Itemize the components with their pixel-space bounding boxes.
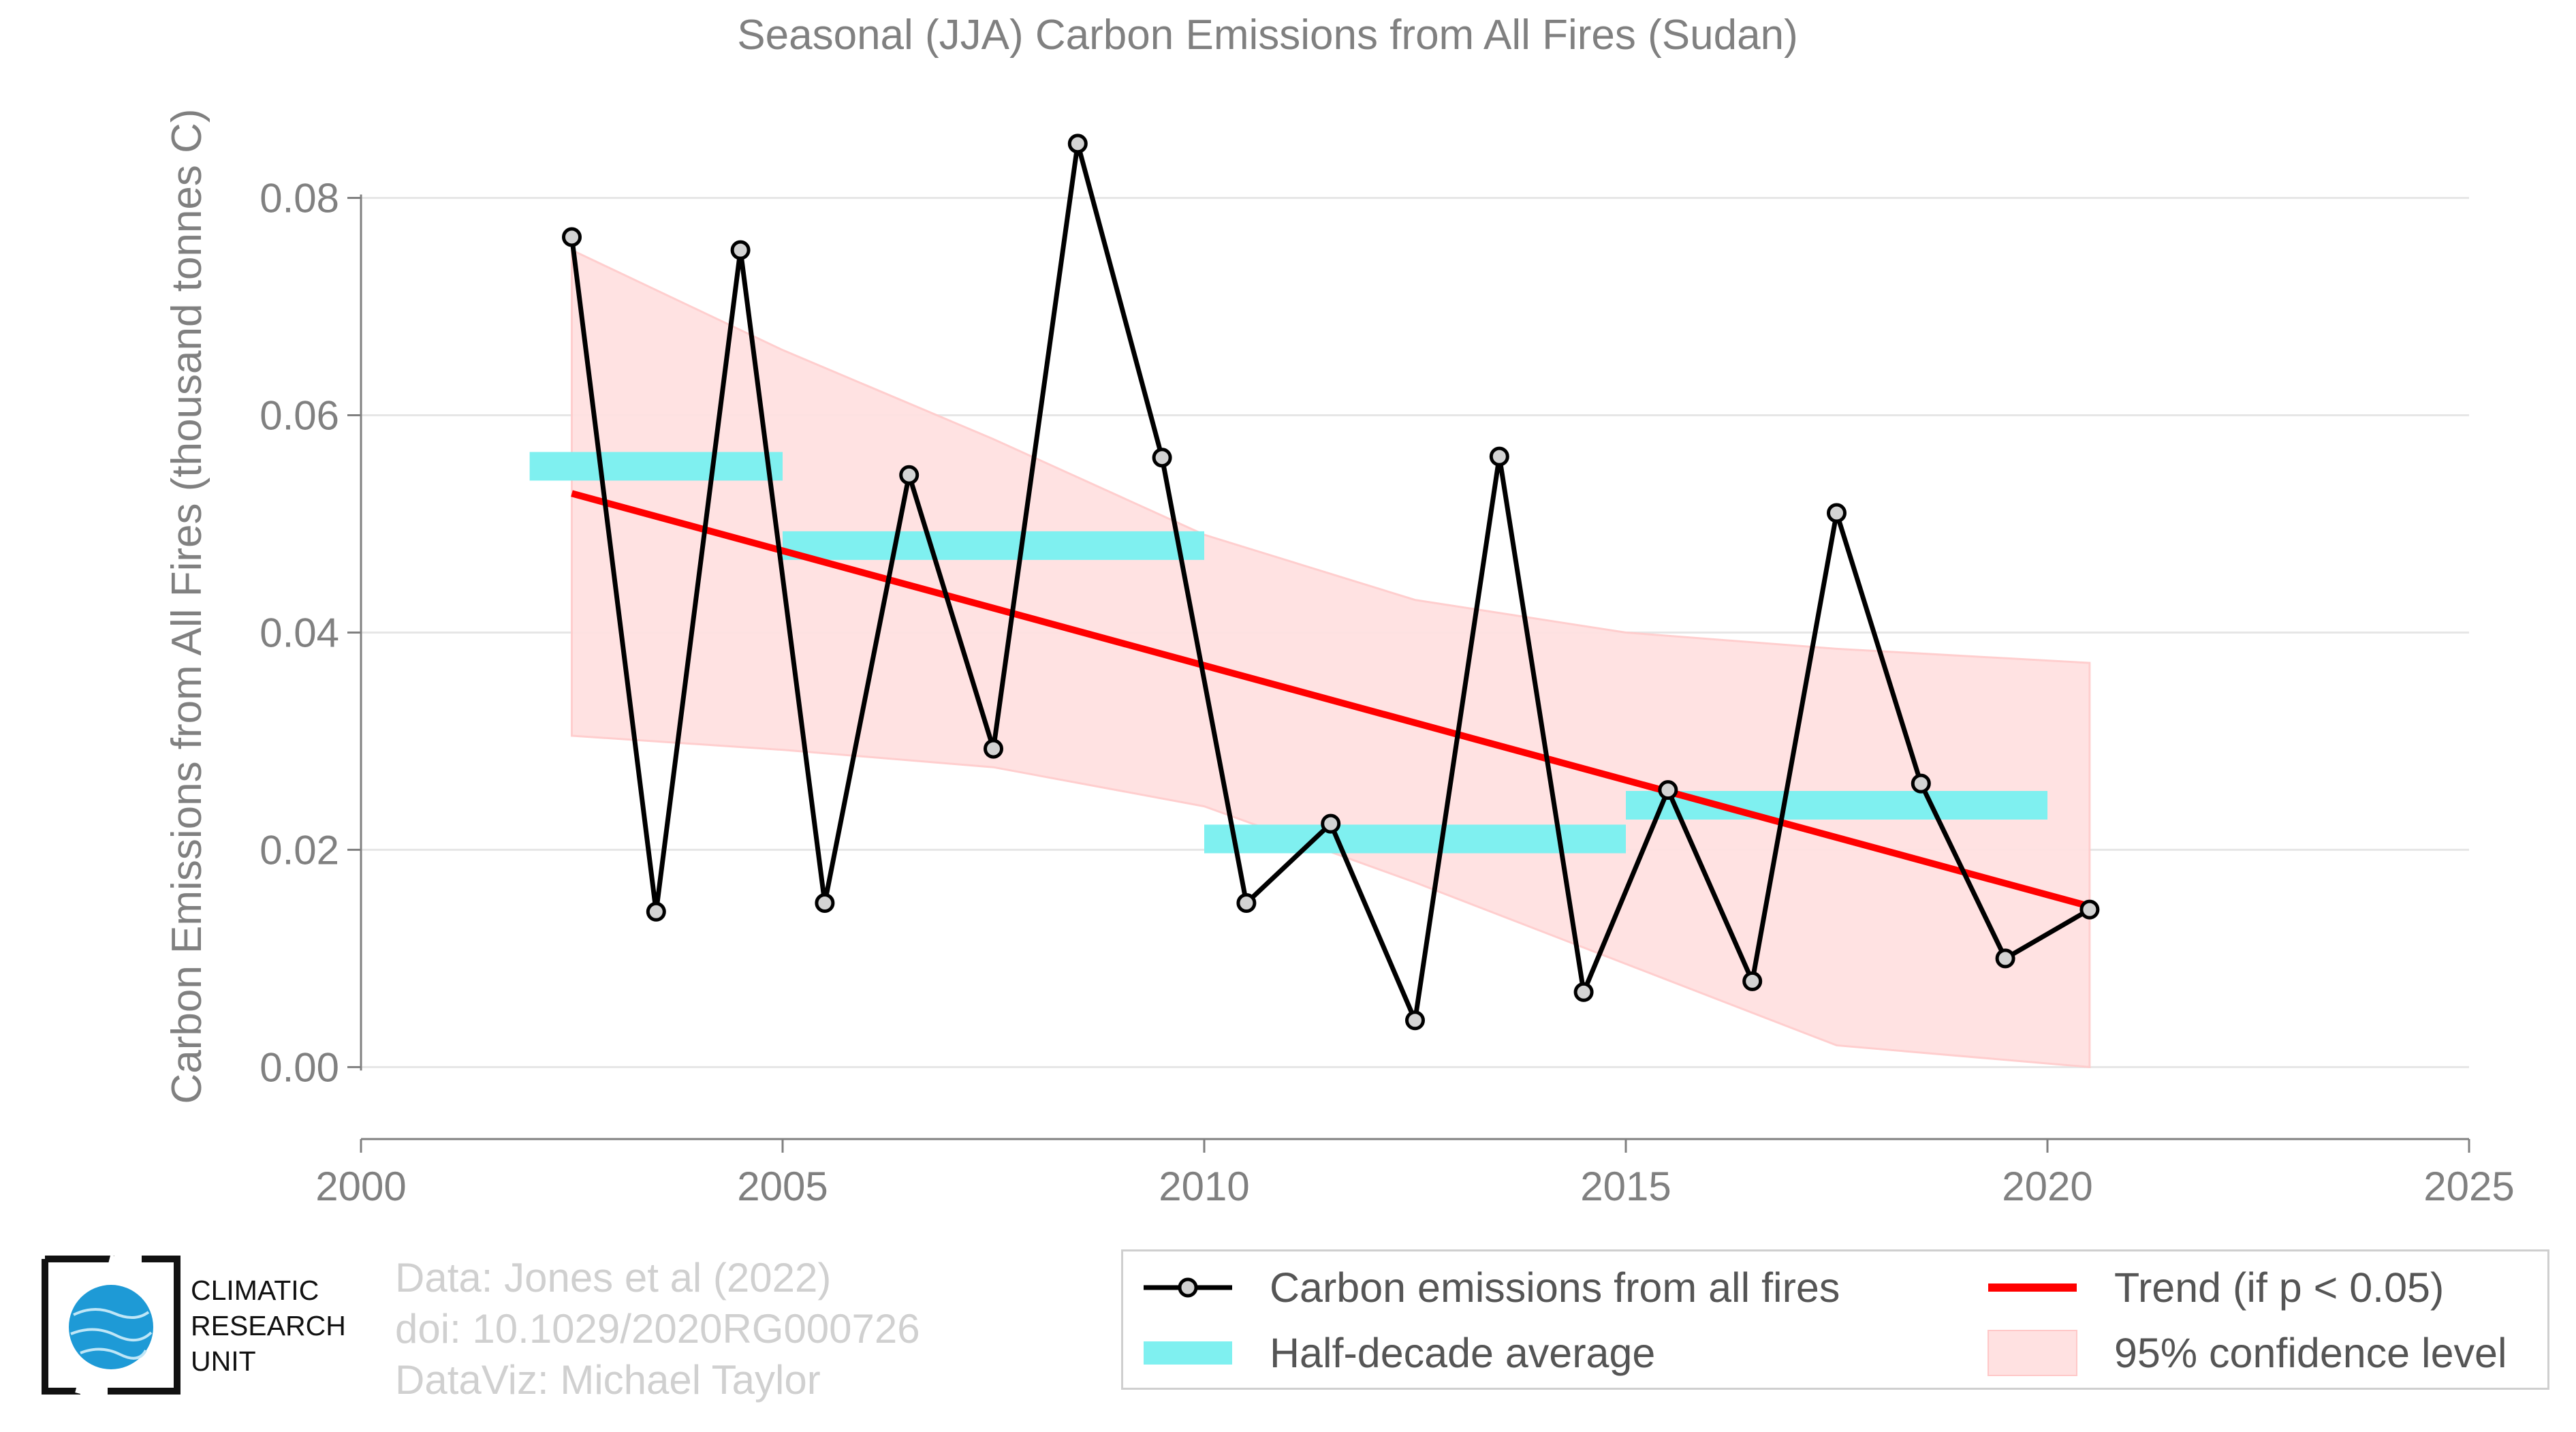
emissions-point xyxy=(1405,1010,1425,1031)
legend-label-trend: Trend (if p < 0.05) xyxy=(2114,1264,2445,1311)
cru-logo-mark xyxy=(42,1255,180,1395)
emissions-point xyxy=(1995,948,2015,969)
legend: Carbon emissions from all fires Trend (i… xyxy=(1121,1249,2549,1390)
half-decade-bar xyxy=(529,452,783,481)
logo-line-1: CLIMATIC xyxy=(191,1275,319,1306)
emissions-point xyxy=(1742,971,1763,991)
half-decade-layer xyxy=(529,452,2047,854)
emissions-point xyxy=(1067,134,1088,154)
legend-item-emissions: Carbon emissions from all fires xyxy=(1137,1257,1840,1318)
chart-title: Seasonal (JJA) Carbon Emissions from All… xyxy=(737,12,1797,59)
x-tick-label: 2015 xyxy=(1580,1164,1671,1209)
cru-logo-text: CLIMATIC RESEARCH UNIT xyxy=(191,1273,346,1379)
y-tick-label: 0.08 xyxy=(260,176,339,221)
emissions-point xyxy=(1236,893,1257,914)
emissions-point xyxy=(562,227,582,247)
y-tick-label: 0.00 xyxy=(260,1044,339,1090)
y-tick-label: 0.04 xyxy=(260,610,339,655)
emissions-series-layer xyxy=(562,134,2100,1031)
x-tick-label: 2025 xyxy=(2423,1164,2514,1209)
emissions-point xyxy=(1827,503,1847,523)
credit-data-source: Data: Jones et al (2022) xyxy=(395,1255,832,1301)
emissions-point xyxy=(899,465,920,485)
legend-label-confidence: 95% confidence level xyxy=(2114,1330,2507,1376)
y-tick-label: 0.06 xyxy=(260,393,339,439)
emissions-point xyxy=(984,738,1003,759)
legend-key-line-marker xyxy=(1137,1257,1239,1318)
emissions-point xyxy=(1152,448,1172,468)
trend-line xyxy=(571,490,2091,910)
x-tick-label: 2020 xyxy=(2002,1164,2092,1209)
data-credits: Data: Jones et al (2022) doi: 10.1029/20… xyxy=(395,1252,920,1405)
legend-item-trend: Trend (if p < 0.05) xyxy=(1981,1257,2444,1318)
confidence-band xyxy=(571,248,2091,1068)
y-tick-label: 0.02 xyxy=(260,827,339,873)
half-decade-bar xyxy=(1204,824,1626,854)
credit-doi: doi: 10.1029/2020RG000726 xyxy=(395,1306,920,1352)
cru-logo xyxy=(40,1254,183,1397)
emissions-point xyxy=(1658,780,1678,800)
legend-key-trend xyxy=(1981,1257,2084,1318)
legend-key-confidence xyxy=(1981,1322,2084,1384)
emissions-point xyxy=(646,901,666,922)
logo-line-3: UNIT xyxy=(191,1345,256,1377)
credit-dataviz: DataViz: Michael Taylor xyxy=(395,1357,821,1403)
confidence-band-layer xyxy=(571,248,2091,1068)
legend-label-emissions: Carbon emissions from all fires xyxy=(1270,1264,1840,1311)
emissions-point xyxy=(2079,899,2100,920)
axes: 0.00 0.02 0.04 0.06 0.08 2000 2005 2010 2015 2020… xyxy=(260,176,2515,1209)
emissions-point xyxy=(815,893,835,914)
emissions-point xyxy=(1573,982,1594,1002)
emissions-point xyxy=(730,240,751,260)
x-tick-label: 2000 xyxy=(315,1164,406,1209)
x-tick-label: 2010 xyxy=(1159,1164,1249,1209)
emissions-point xyxy=(1321,813,1341,834)
legend-item-confidence: 95% confidence level xyxy=(1981,1322,2507,1384)
legend-label-half-decade: Half-decade average xyxy=(1270,1330,1656,1376)
emissions-point xyxy=(1911,773,1931,794)
half-decade-bar xyxy=(1626,791,2047,820)
emissions-point xyxy=(1489,446,1509,467)
half-decade-bar xyxy=(783,531,1204,560)
trend-layer xyxy=(571,490,2091,910)
y-axis-label: Carbon Emissions from All Fires (thousan… xyxy=(163,108,210,1104)
x-tick-label: 2005 xyxy=(737,1164,828,1209)
logo-line-2: RESEARCH xyxy=(191,1310,346,1341)
legend-item-half-decade: Half-decade average xyxy=(1137,1322,1655,1384)
legend-key-half-decade xyxy=(1137,1322,1239,1384)
